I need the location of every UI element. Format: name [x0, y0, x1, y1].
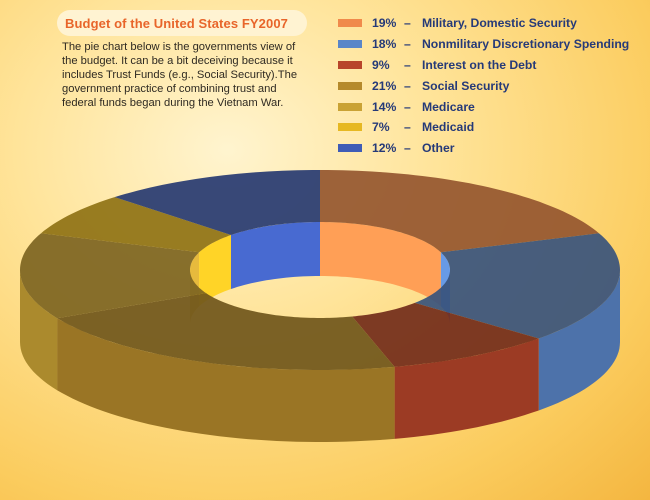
legend-swatch	[338, 60, 362, 69]
legend-item: 7% – Medicaid	[338, 117, 629, 138]
donut-slice	[20, 233, 207, 319]
donut-slice	[320, 170, 599, 253]
legend-item: 18% – Nonmilitary Discretionary Spending	[338, 34, 629, 55]
donut-side-segment	[538, 270, 620, 411]
legend-swatch	[338, 19, 362, 28]
donut-side-segment	[394, 338, 539, 439]
legend-swatch	[338, 123, 362, 132]
legend-item: 12% – Other	[338, 138, 629, 159]
description-line: government practice of combining trust a…	[62, 83, 277, 95]
donut-slice	[414, 233, 620, 339]
legend: 19% – Military, Domestic Security 18% – Nonmi…	[338, 13, 629, 159]
legend-item: 19% – Military, Domestic Security	[338, 13, 629, 34]
donut-top-layer	[20, 170, 620, 370]
description-line: the budget. It can be a bit deceiving be…	[62, 55, 293, 67]
donut-slice	[57, 293, 395, 370]
description-line: includes Trust Funds (e.g., Social Secur…	[62, 69, 298, 81]
donut-slice	[114, 170, 320, 235]
legend-item: 9% – Interest on the Debt	[338, 55, 629, 76]
legend-label: 7% – Medicaid	[372, 120, 475, 135]
description-line: federal funds began during the Vietnam W…	[62, 97, 284, 109]
donut-inner-wall-segment	[231, 222, 320, 289]
legend-item: 21% – Social Security	[338, 75, 629, 96]
chart-title: Budget of the United States FY2007	[65, 15, 288, 31]
legend-label: 18% – Nonmilitary Discretionary Spending	[372, 37, 630, 52]
legend-label: 12% – Other	[372, 141, 455, 156]
legend-swatch	[338, 81, 362, 90]
legend-swatch	[338, 144, 362, 153]
legend-label: 9% – Interest on the Debt	[372, 57, 537, 72]
description-line: The pie chart below is the governments v…	[62, 41, 296, 53]
legend-item: 14% – Medicare	[338, 96, 629, 117]
donut-slice	[352, 302, 539, 367]
donut-side-segment	[20, 270, 58, 391]
legend-swatch	[338, 102, 362, 111]
legend-label: 21% – Social Security	[372, 78, 510, 93]
legend-label: 14% – Medicare	[372, 99, 475, 114]
donut-inner-wall-segment	[199, 235, 231, 307]
donut-side-layer	[20, 270, 620, 442]
donut-side-segment	[57, 318, 395, 442]
legend-swatch	[338, 40, 362, 49]
title-box: Budget of the United States FY2007	[57, 10, 307, 36]
description: The pie chart below is the governments v…	[62, 40, 322, 110]
donut-inner-wall-segment	[320, 222, 441, 307]
donut-slice	[41, 197, 231, 253]
legend-label: 19% – Military, Domestic Security	[372, 16, 577, 31]
